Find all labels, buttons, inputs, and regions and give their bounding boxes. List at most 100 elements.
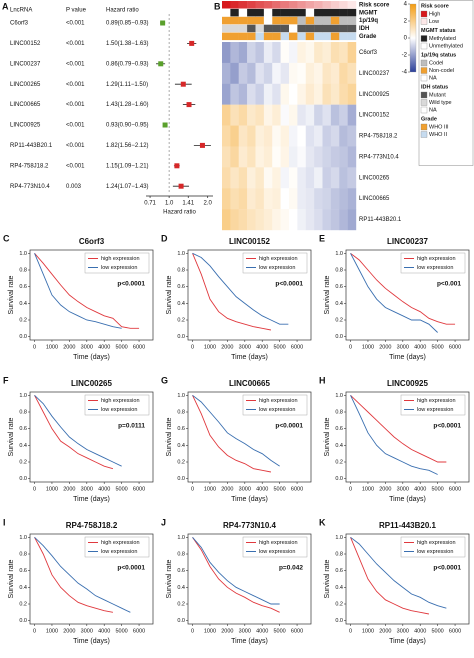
colorbar-tick-label: 4 [404, 2, 408, 8]
annotation-label: IDH [359, 26, 369, 32]
row-label: RP4-758J18.2 [10, 163, 49, 169]
heatmap-cell [297, 188, 306, 210]
x-axis-label: Hazard ratio [163, 210, 196, 216]
x-tick-label: 4000 [98, 628, 110, 634]
x-tick-label: 2000 [221, 486, 233, 492]
row-label: LINC00265 [10, 82, 41, 88]
legend-label: low expression [101, 407, 137, 413]
y-tick-label: 0.8 [177, 409, 185, 415]
survival-curve [350, 395, 438, 475]
y-tick-label: 0.4 [177, 443, 185, 449]
hr-point [199, 142, 205, 148]
chart-title: LINC00925 [387, 379, 428, 388]
annotation-cell [238, 24, 248, 33]
row-label: LINC00152 [359, 113, 390, 119]
y-tick-label: 0.0 [177, 476, 185, 482]
annotation-cell [347, 8, 357, 17]
heatmap-cell [255, 62, 265, 84]
x-tick-label: 0.71 [144, 201, 156, 207]
survival-curve [350, 536, 447, 609]
heatmap-cell [255, 42, 265, 64]
heatmap-cell [230, 188, 239, 210]
y-tick-label: 0.8 [177, 267, 185, 273]
heatmap-cell [255, 125, 265, 147]
heatmap-cell [263, 62, 273, 84]
heatmap-cell [339, 167, 348, 189]
legend-box [242, 536, 308, 558]
heatmap-cell [263, 104, 273, 126]
heatmap-cell [230, 83, 239, 105]
x-axis-label: Time (days) [73, 638, 110, 645]
heatmap-cell [255, 146, 265, 168]
annotation-cell [297, 32, 306, 41]
panel-letter: I [3, 517, 6, 527]
annotation-cell [230, 32, 239, 41]
annotation-cell [247, 1, 256, 9]
annotation-cell [289, 16, 298, 25]
row-label: RP4-773N10.4 [359, 154, 399, 160]
heatmap-cell [280, 125, 290, 147]
survival-curve [34, 253, 140, 329]
legend-swatch [420, 67, 428, 74]
x-tick-label: 3000 [397, 344, 409, 350]
y-tick-label: 0.8 [19, 409, 27, 415]
y-tick-label: 0.2 [335, 601, 343, 607]
x-tick-label: 2000 [379, 628, 391, 634]
heatmap-cell [272, 167, 281, 189]
annotation-cell [289, 1, 298, 9]
heatmap-cell [255, 167, 265, 189]
legend-label: NA [429, 107, 437, 113]
annotation-cell [339, 16, 348, 25]
heatmap-cell [222, 209, 231, 231]
annotation-cell [263, 32, 273, 41]
y-tick-label: 0.0 [335, 618, 343, 624]
hr-point [178, 183, 184, 189]
heatmap-cell [247, 62, 256, 84]
survival-curve [350, 537, 430, 615]
annotation-cell [272, 24, 281, 33]
heatmap-cell [222, 42, 231, 64]
heatmap-cell [222, 188, 231, 210]
heatmap-cell [314, 146, 323, 168]
y-tick-label: 0.4 [19, 443, 27, 449]
legend-swatch [420, 42, 428, 50]
x-tick-label: 3000 [239, 486, 251, 492]
annotation-cell [280, 24, 290, 33]
heatmap-cell [238, 62, 248, 84]
heatmap-cell [247, 209, 256, 231]
hr-point [186, 102, 192, 108]
annotation-cell [330, 8, 340, 17]
colorbar-tick-label: 2 [404, 19, 408, 25]
heatmap-cell [238, 125, 248, 147]
heatmap-cell [330, 146, 340, 168]
panel-letter: A [2, 1, 9, 11]
heatmap-cell [339, 125, 348, 147]
y-tick-label: 0.6 [335, 426, 343, 432]
heatmap-cell [263, 125, 273, 147]
heatmap-cell [255, 104, 265, 126]
legend-title: Risk score [421, 3, 449, 9]
annotation-cell [297, 8, 306, 17]
heatmap-cell [272, 62, 281, 84]
heatmap-cell [263, 188, 273, 210]
heatmap-cell [314, 104, 323, 126]
legend-label: low expression [417, 407, 453, 413]
heatmap-cell [297, 62, 306, 84]
heatmap-cell [272, 146, 281, 168]
row-label: LINC00152 [10, 41, 41, 47]
heatmap-cell [314, 188, 323, 210]
p-value-annotation: p<0.0001 [117, 565, 145, 572]
x-tick-label: 2.0 [204, 201, 213, 207]
heatmap-cell [289, 62, 298, 84]
p-value: <0.001 [66, 143, 85, 149]
x-tick-label: 6000 [449, 628, 461, 634]
legend-label: high expression [259, 540, 298, 546]
heatmap-cell [230, 125, 239, 147]
legend-swatch [420, 59, 428, 67]
annotation-cell [280, 16, 290, 25]
heatmap-cell [347, 42, 357, 64]
legend-swatch [420, 35, 428, 42]
heatmap-cell [263, 209, 273, 231]
colorbar-tick-label: -2 [402, 53, 408, 59]
p-value: <0.001 [66, 163, 85, 169]
